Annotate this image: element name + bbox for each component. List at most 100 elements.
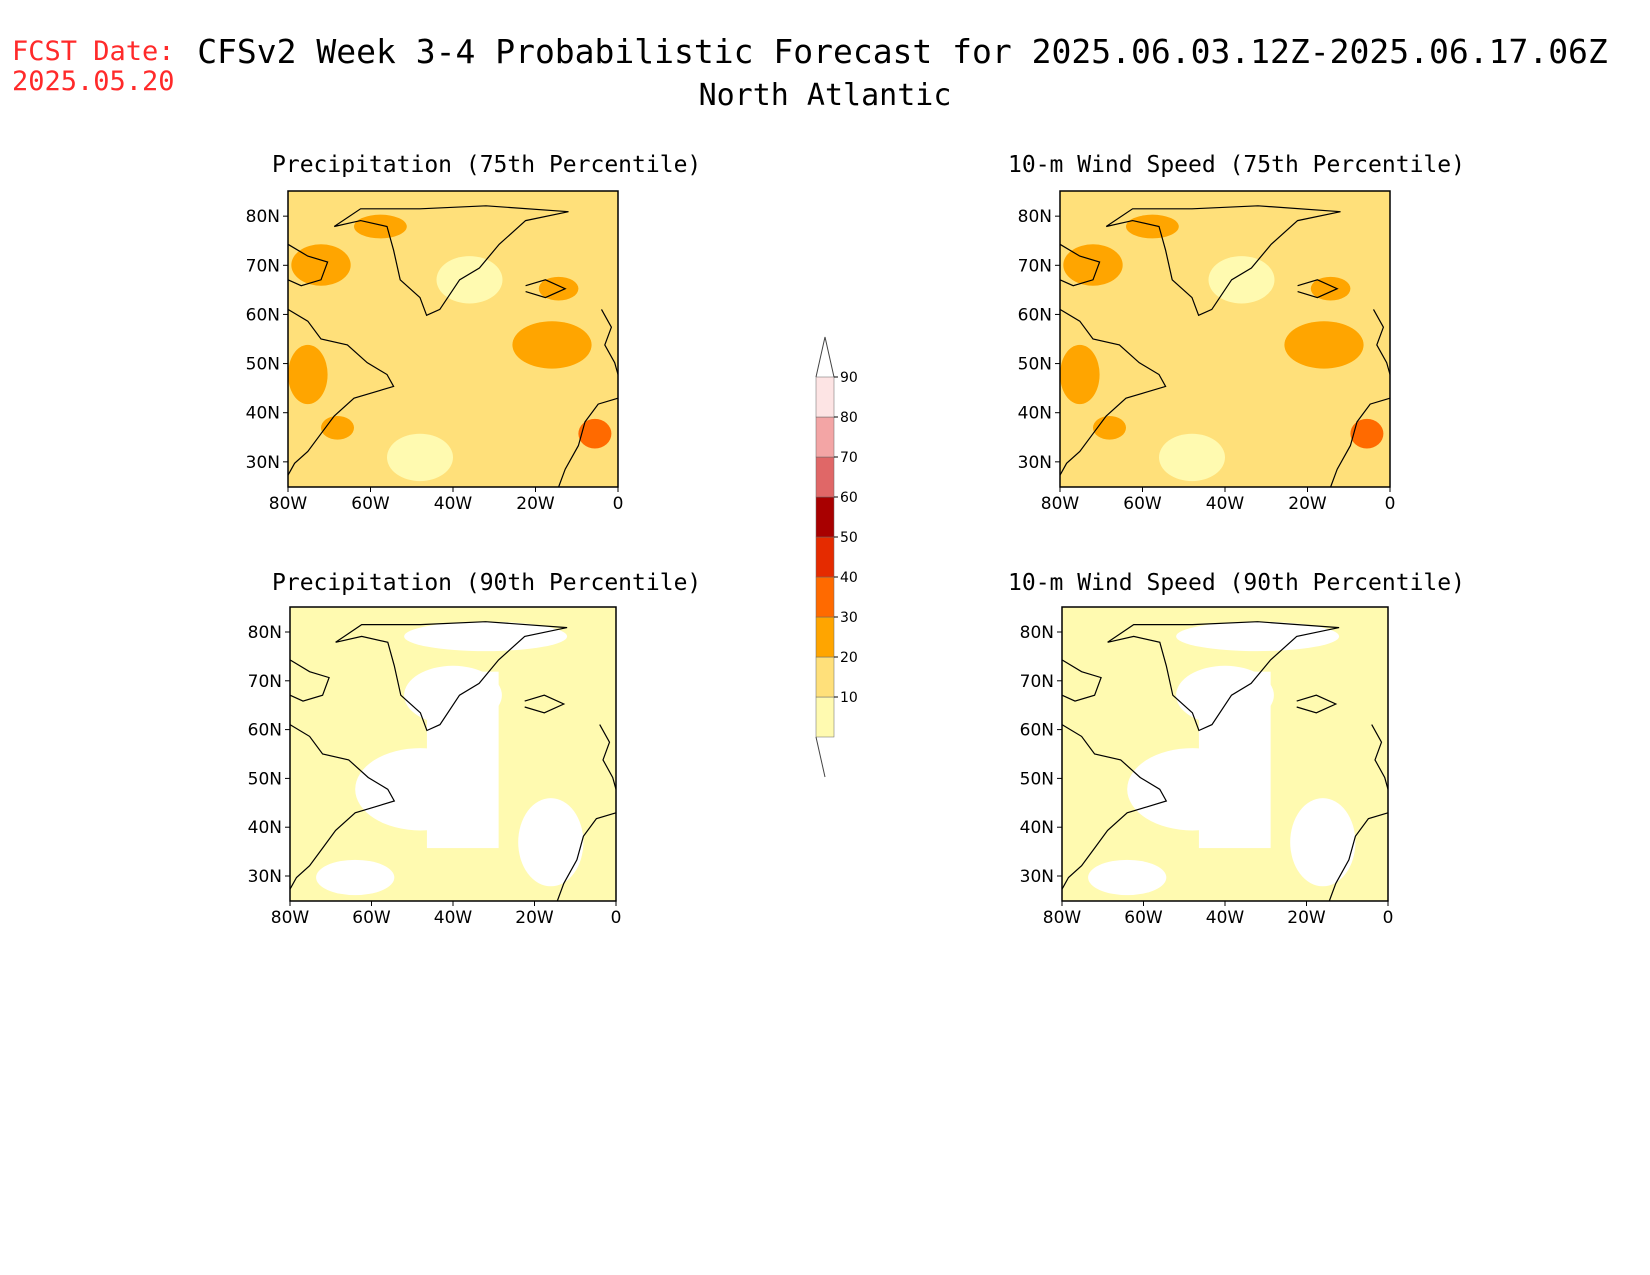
colorbar-segment <box>815 576 835 618</box>
lon-label: 40W <box>434 908 473 928</box>
lat-label: 30N <box>246 453 280 473</box>
lon-label: 80W <box>1041 494 1080 514</box>
colorbar-segment <box>815 696 835 738</box>
probability-shading <box>426 671 499 849</box>
coastline <box>1328 812 1389 902</box>
coastline <box>556 812 617 902</box>
probability-shading <box>1060 344 1100 405</box>
coastline <box>1059 308 1167 476</box>
colorbar-label: 70 <box>840 450 858 466</box>
lat-label: 40N <box>1018 404 1052 424</box>
lon-label: 0 <box>613 494 624 514</box>
coastline <box>524 694 566 714</box>
probability-shading <box>1350 418 1384 449</box>
coastline <box>1372 309 1391 375</box>
panel-title-precip-75: Precipitation (75th Percentile) <box>272 152 702 178</box>
coastline <box>289 659 330 702</box>
lat-label: 30N <box>1020 867 1054 887</box>
probability-shading <box>288 344 328 405</box>
lon-label: 60W <box>351 494 390 514</box>
lat-label: 50N <box>246 355 280 375</box>
lat-label: 60N <box>1020 721 1054 741</box>
probability-shading <box>316 859 395 896</box>
colorbar-label: 20 <box>840 650 858 666</box>
coastline <box>1061 659 1102 702</box>
lat-label: 40N <box>248 818 282 838</box>
lon-label: 60W <box>1123 494 1162 514</box>
lon-label: 0 <box>611 908 622 928</box>
probability-shading <box>1088 859 1167 896</box>
colorbar-bottom-cap <box>815 736 826 778</box>
panel-title-wind-75: 10-m Wind Speed (75th Percentile) <box>1008 152 1465 178</box>
lat-label: 60N <box>1018 305 1052 325</box>
coastline <box>333 205 569 317</box>
lat-label: 40N <box>246 404 280 424</box>
coastline <box>1061 724 1168 890</box>
lon-label: 0 <box>1385 494 1396 514</box>
lat-label: 80N <box>246 207 280 227</box>
lat-label: 80N <box>248 623 282 643</box>
lon-label: 60W <box>1124 908 1163 928</box>
lon-label: 40W <box>1206 494 1245 514</box>
coastline <box>600 309 619 375</box>
probability-shading <box>1290 798 1356 887</box>
coastline <box>287 308 395 476</box>
lon-label: 40W <box>1206 908 1245 928</box>
colorbar-label: 40 <box>840 570 858 586</box>
coastline <box>1105 205 1341 317</box>
lon-label: 0 <box>1383 908 1394 928</box>
coastline <box>1059 243 1101 287</box>
lat-label: 70N <box>248 672 282 692</box>
colorbar-segment <box>815 376 835 418</box>
coastline <box>335 621 568 732</box>
lon-label: 40W <box>434 494 473 514</box>
lat-label: 70N <box>1018 256 1052 276</box>
colorbar-label: 50 <box>840 530 858 546</box>
lon-label: 20W <box>1288 494 1327 514</box>
lat-label: 60N <box>246 305 280 325</box>
lat-label: 50N <box>248 769 282 789</box>
probability-shading <box>1310 276 1351 301</box>
lon-label: 20W <box>1287 908 1326 928</box>
map-panel-0: 80N 70N 60N 50N 40N 30N 80W 60W 40W 20W 0 <box>246 190 624 514</box>
forecast-date-label: FCST Date: <box>12 36 175 67</box>
coastline <box>599 724 617 790</box>
panel-title-precip-90: Precipitation (90th Percentile) <box>272 570 702 596</box>
probability-shading <box>1208 256 1275 304</box>
lat-label: 70N <box>1020 672 1054 692</box>
map-panel-2: 80N 70N 60N 50N 40N 30N 80W 60W 40W 20W 0 <box>248 606 622 928</box>
colorbar-label: 90 <box>840 370 858 386</box>
lon-label: 80W <box>269 494 308 514</box>
probability-shading <box>1198 671 1271 849</box>
probability-shading <box>387 433 453 482</box>
probability-shading <box>436 256 503 304</box>
probability-shading <box>1284 321 1364 369</box>
probability-shading <box>1159 433 1225 482</box>
lat-label: 30N <box>1018 453 1052 473</box>
colorbar-segment <box>815 496 835 538</box>
lat-label: 40N <box>1020 818 1054 838</box>
lon-label: 60W <box>352 908 391 928</box>
probability-shading <box>578 418 612 449</box>
colorbar-label: 80 <box>840 410 858 426</box>
coastline <box>287 243 329 287</box>
colorbar-label: 60 <box>840 490 858 506</box>
probability-shading <box>512 321 592 369</box>
lon-label: 20W <box>515 908 554 928</box>
colorbar-segment <box>815 656 835 698</box>
colorbar-segment <box>815 616 835 658</box>
coastline <box>1296 694 1338 714</box>
coastline <box>289 724 396 890</box>
coastline <box>1297 279 1339 299</box>
colorbar-label: 30 <box>840 610 858 626</box>
lon-label: 80W <box>1043 908 1082 928</box>
lat-label: 80N <box>1018 207 1052 227</box>
coastline <box>525 279 567 299</box>
forecast-date-value: 2025.05.20 <box>12 66 175 97</box>
lon-label: 80W <box>271 908 310 928</box>
panel-title-wind-90: 10-m Wind Speed (90th Percentile) <box>1008 570 1465 596</box>
probability-shading <box>538 276 579 301</box>
lat-label: 60N <box>248 721 282 741</box>
map-panel-3: 80N 70N 60N 50N 40N 30N 80W 60W 40W 20W 0 <box>1020 606 1394 928</box>
